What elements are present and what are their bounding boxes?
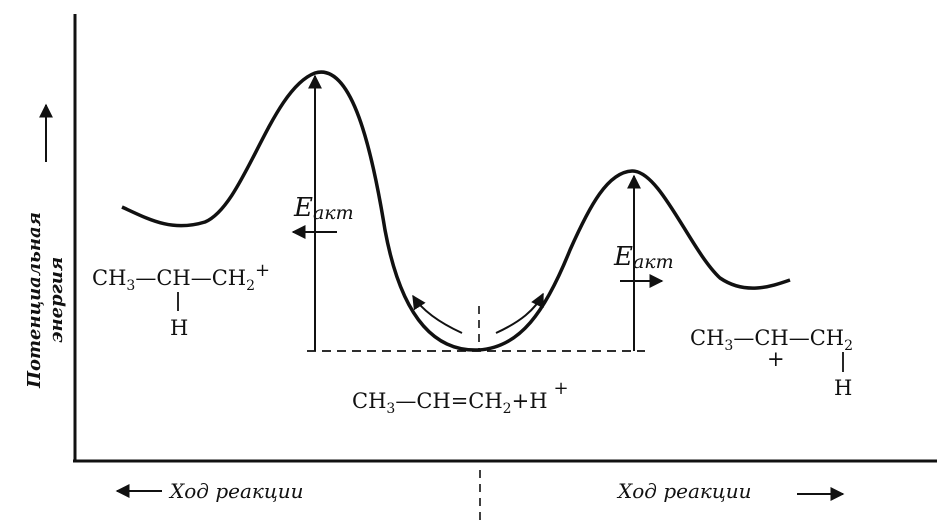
- curved-arrow-right: [495, 292, 544, 334]
- eakt-label-left: Eакт: [293, 193, 354, 224]
- x-axis-label-right: Ход реакции: [616, 479, 752, 503]
- eakt-label-right: Eакт: [613, 242, 674, 273]
- y-axis-label: Потенциальная энергия: [24, 212, 67, 389]
- cation-right-charge: +: [767, 347, 785, 371]
- y-axis-label-line2: энергия: [46, 257, 67, 343]
- y-axis-label-line1: Потенциальная: [24, 212, 45, 389]
- cation-right-h: H: [834, 376, 852, 400]
- cation-left-h: H: [170, 316, 188, 340]
- cation-left-formula: CH3—CH—CH2+: [92, 260, 270, 294]
- reactants-formula: CH3—CH=CH2+H+: [352, 378, 569, 417]
- curved-arrow-left: [412, 294, 463, 334]
- x-axis-label-left: Ход реакции: [168, 479, 304, 503]
- cation-right-formula: CH3—CH—CH2: [690, 326, 853, 354]
- energy-curve: [121, 70, 791, 352]
